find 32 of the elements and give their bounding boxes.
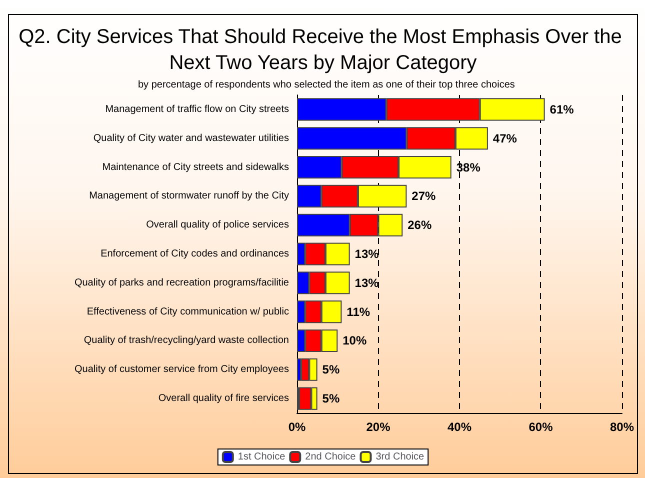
x-tick-label: 60% <box>528 420 554 434</box>
total-label: 38% <box>456 160 481 174</box>
legend-label: 2nd Choice <box>305 452 356 462</box>
total-label: 11% <box>346 304 370 319</box>
y-tick-label: Management of traffic flow on City streets <box>105 104 289 115</box>
y-tick-label: Quality of City water and wastewater utilities <box>93 132 289 144</box>
x-tick-label: 0% <box>288 420 306 434</box>
total-label: 26% <box>408 218 432 232</box>
legend-label: 1st Choice <box>238 452 286 462</box>
chart-title: Q2. City Services That Should Receive the Most Emphasis Over the Next Two Years by Major Category <box>18 26 628 74</box>
y-tick-label: Quality of parks and recreation programs/facilitie <box>74 277 290 288</box>
total-label: 5% <box>322 392 340 406</box>
legend-label: 3rd Choice <box>376 452 425 462</box>
total-label: 5% <box>322 362 340 377</box>
y-tick-label: Maintenance of City streets and sidewalks <box>102 162 289 173</box>
chart-subtitle: by percentage of respondents who selected the item as one of their top three choices <box>138 80 515 90</box>
y-tick-label: Quality of customer service from City employees <box>74 364 289 376</box>
x-tick-label: 80% <box>610 420 634 434</box>
x-tick-label: 40% <box>447 420 472 434</box>
y-tick-label: Overall quality of police services <box>146 220 289 231</box>
total-label: 61% <box>550 102 574 116</box>
total-label: 10% <box>342 334 367 348</box>
y-tick-label: Enforcement of City codes and ordinances <box>100 248 289 260</box>
total-label: 27% <box>412 189 436 204</box>
total-label: 13% <box>354 276 380 290</box>
x-tick-label: 20% <box>366 420 391 434</box>
y-tick-label: Overall quality of fire services <box>158 393 289 404</box>
total-label: 13% <box>354 247 380 261</box>
y-tick-label: Quality of trash/recycling/yard waste collection <box>84 335 289 346</box>
y-tick-label: Management of stormwater runoff by the City <box>89 190 289 202</box>
total-label: 47% <box>492 131 518 146</box>
y-tick-label: Effectiveness of City communication w/ public <box>86 306 289 318</box>
